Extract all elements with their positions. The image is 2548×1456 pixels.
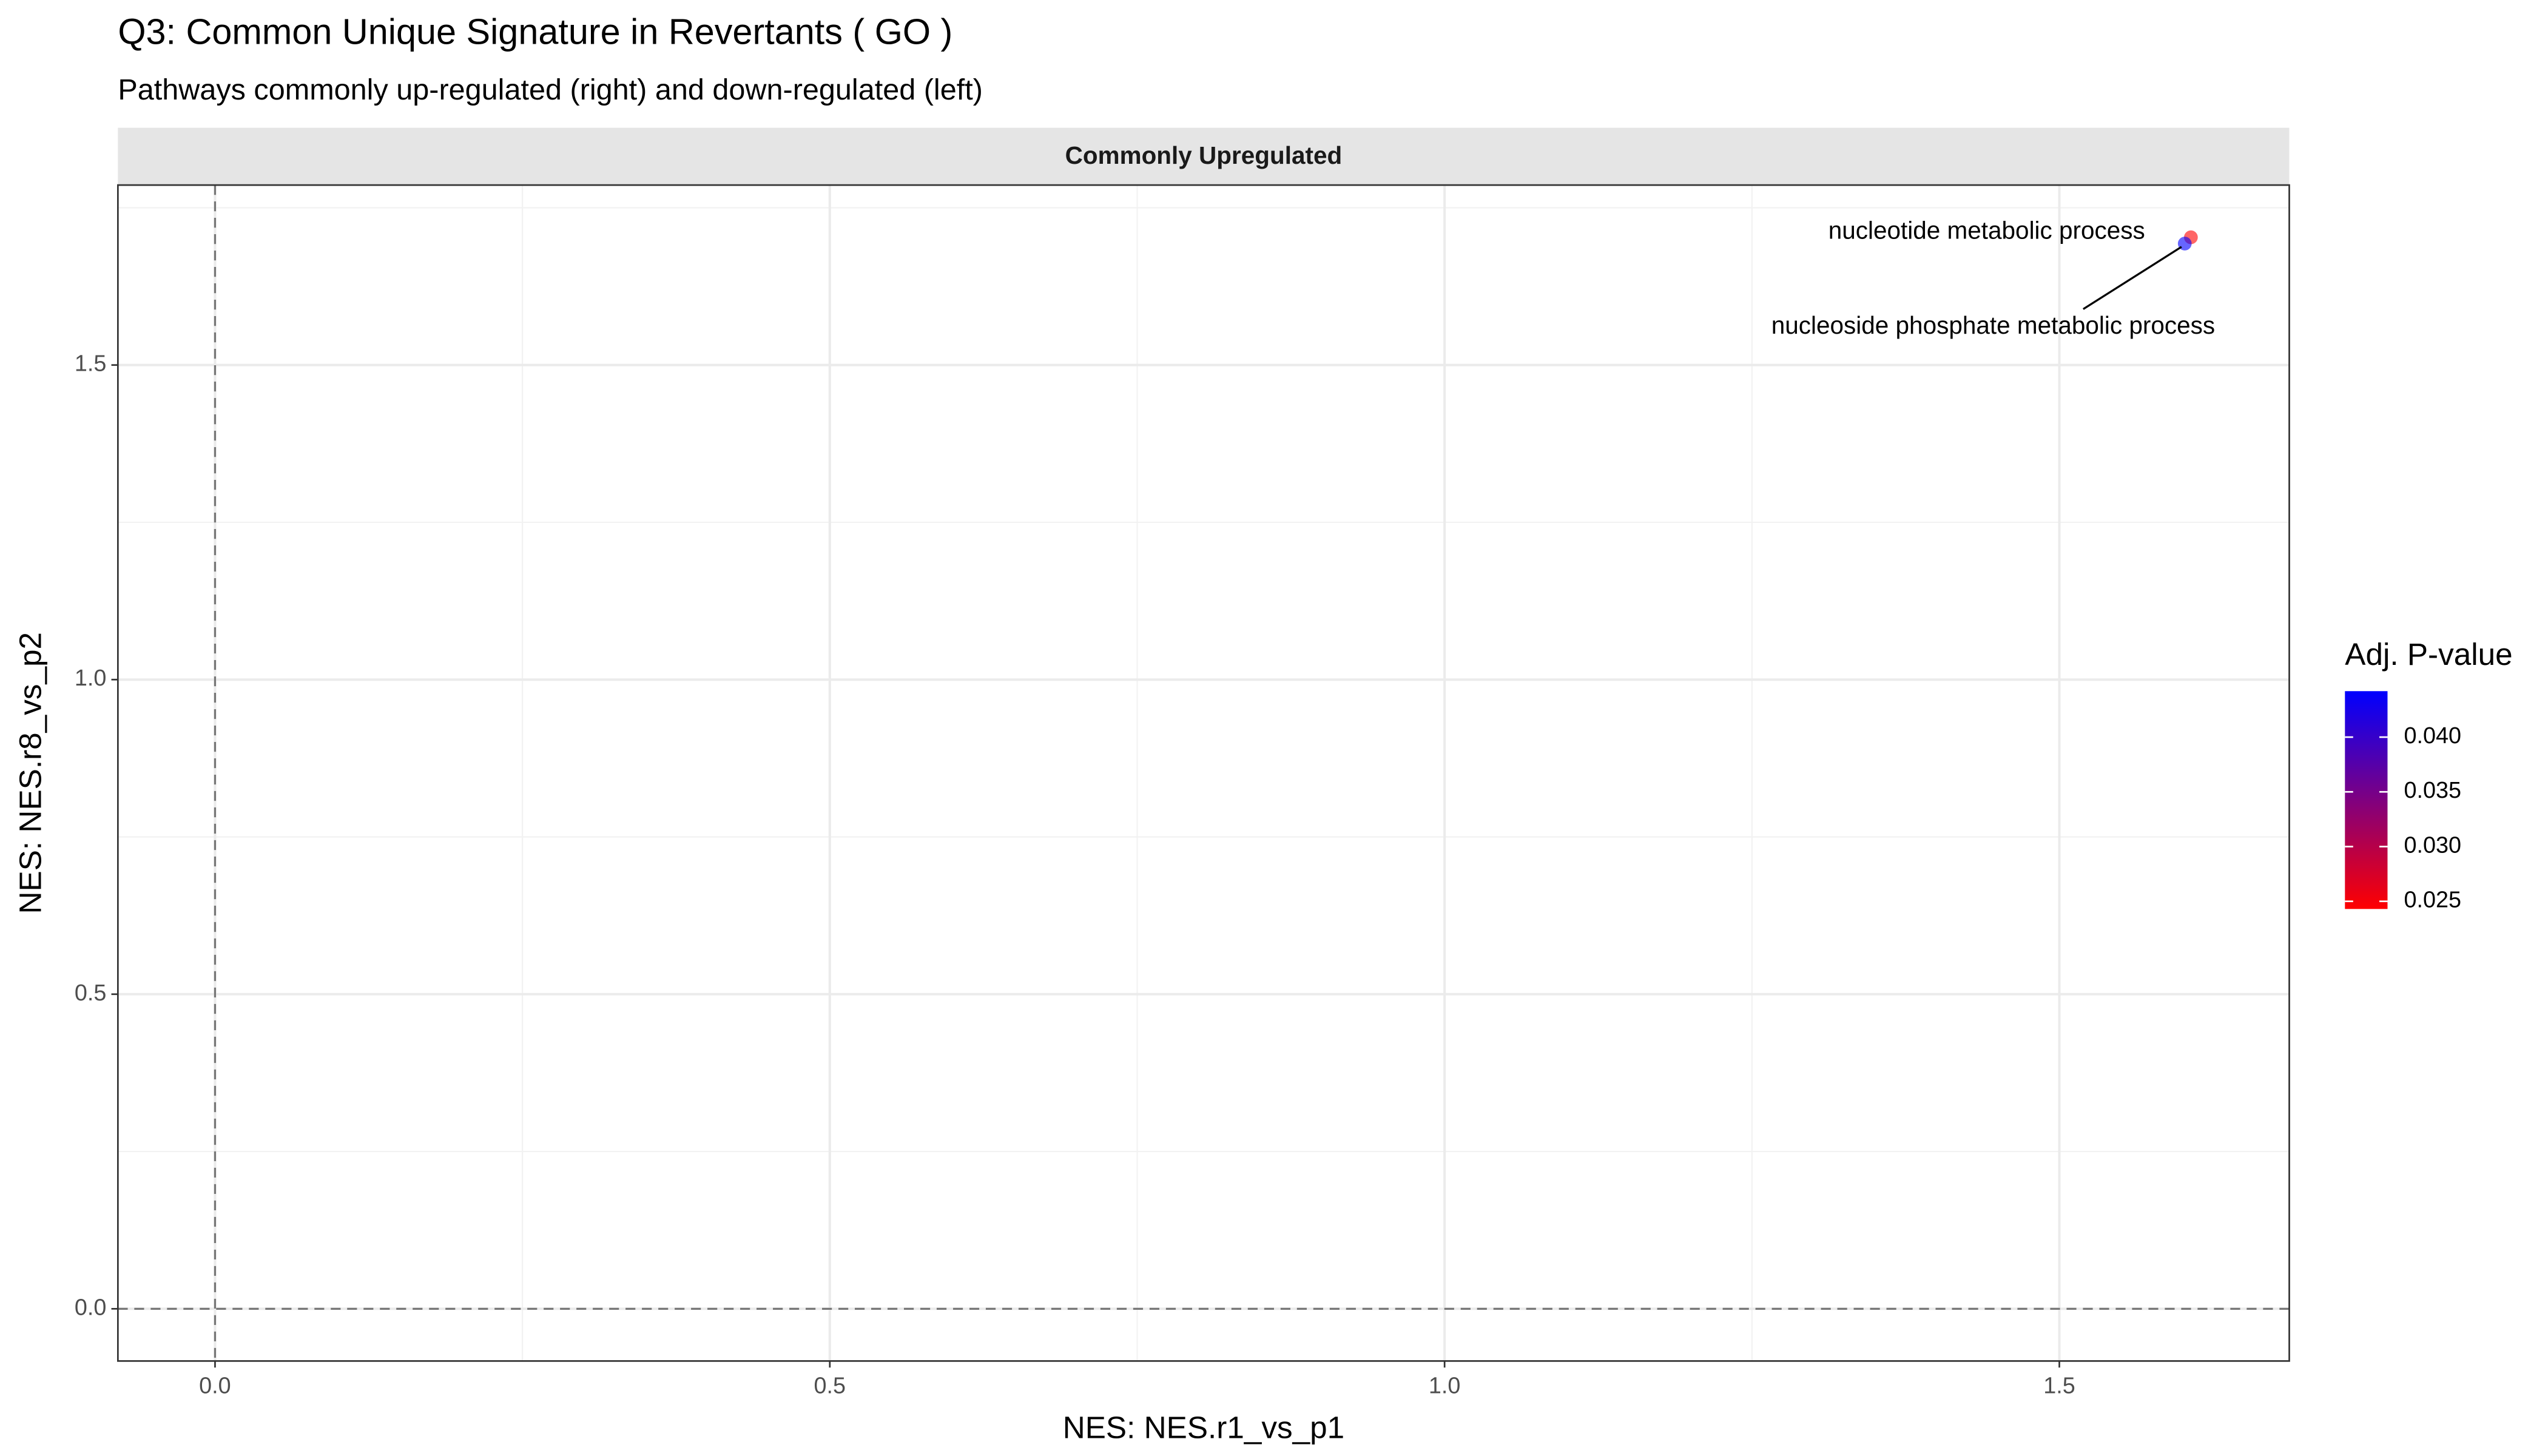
facet-strip <box>118 127 2290 186</box>
x-axis-label: NES: NES.r1_vs_p1 <box>1063 1410 1344 1444</box>
point-label: nucleoside phosphate metabolic process <box>1771 311 2215 339</box>
plot-border <box>116 184 2290 1362</box>
label-connector <box>2083 246 2182 310</box>
y-tick-label: 1.0 <box>75 666 107 691</box>
chart-title: Q3: Common Unique Signature in Revertant… <box>118 11 952 52</box>
x-tick-label: 0.5 <box>814 1373 846 1399</box>
colorbar-label: 0.040 <box>2404 723 2461 749</box>
colorbar-label: 0.025 <box>2404 888 2461 913</box>
colorbar-label: 0.030 <box>2404 832 2461 858</box>
y-tick-label: 0.0 <box>75 1295 107 1320</box>
facet-label: Commonly Upregulated <box>1065 141 1343 169</box>
legend-title: Adj. P-value <box>2345 637 2512 672</box>
chart-subtitle: Pathways commonly up-regulated (right) a… <box>118 73 983 106</box>
y-axis-label: NES: NES.r8_vs_p2 <box>13 632 48 914</box>
y-tick-label: 0.5 <box>75 980 107 1006</box>
x-tick-label: 0.0 <box>199 1373 231 1399</box>
y-tick-label: 1.5 <box>75 351 107 377</box>
colorbar-label: 0.035 <box>2404 778 2461 803</box>
x-tick-label: 1.0 <box>1429 1373 1461 1399</box>
x-tick-label: 1.5 <box>2043 1373 2075 1399</box>
point-label: nucleotide metabolic process <box>1828 217 2145 244</box>
colorbar <box>2345 691 2388 909</box>
